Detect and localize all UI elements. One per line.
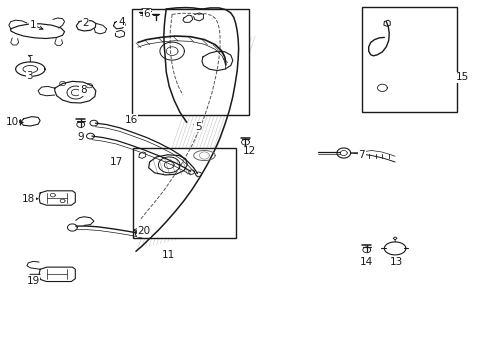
Text: 16: 16 (124, 114, 138, 125)
Text: 18: 18 (21, 194, 35, 204)
Text: 15: 15 (454, 72, 468, 82)
Text: 1: 1 (30, 20, 37, 30)
Text: 8: 8 (80, 85, 86, 95)
Text: 7: 7 (358, 150, 365, 160)
Text: 10: 10 (6, 117, 19, 127)
Text: 11: 11 (162, 250, 175, 260)
Bar (132, 9, 249, 115)
Text: 17: 17 (109, 157, 123, 167)
Text: 20: 20 (138, 226, 150, 236)
Text: 4: 4 (118, 17, 124, 27)
Text: 12: 12 (242, 146, 256, 156)
Text: 13: 13 (388, 257, 402, 267)
Bar (361, 7, 456, 112)
Text: 9: 9 (77, 132, 84, 142)
Text: 14: 14 (359, 257, 373, 267)
Bar (133, 148, 235, 238)
Text: 19: 19 (26, 276, 40, 286)
Text: 6: 6 (143, 9, 150, 19)
Text: 5: 5 (194, 122, 201, 132)
Text: 2: 2 (82, 18, 89, 28)
Text: 3: 3 (26, 71, 33, 81)
